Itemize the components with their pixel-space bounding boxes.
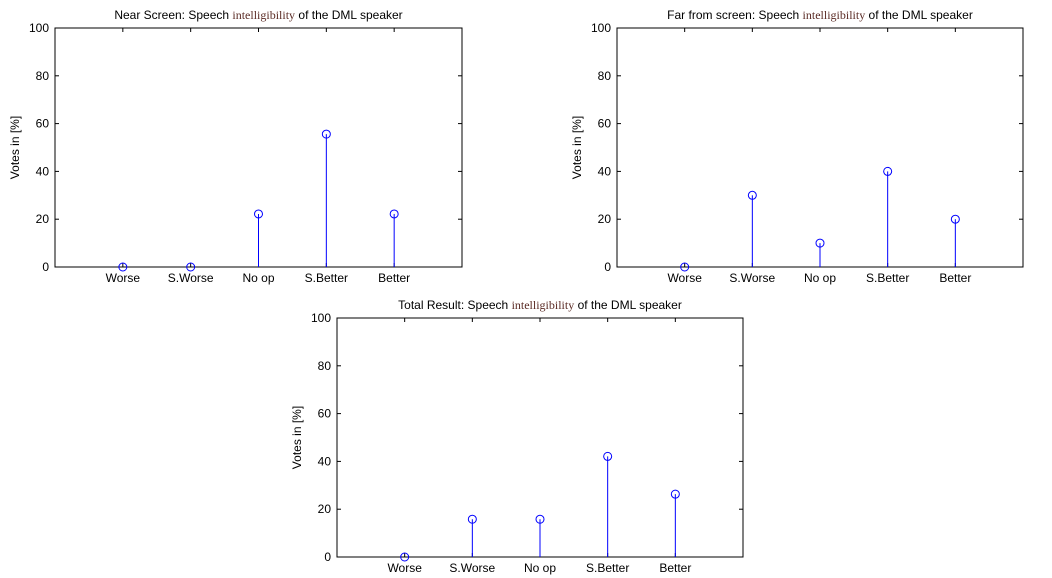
- chart-title: Total Result: Speech intelligibility of …: [398, 298, 682, 312]
- x-tick-label: No op: [524, 561, 556, 575]
- x-tick-label: Better: [659, 561, 691, 575]
- x-tick-label: Worse: [106, 271, 141, 285]
- y-tick-label: 40: [598, 164, 612, 178]
- y-tick-label: 0: [42, 260, 49, 274]
- chart-title-suffix: of the DML speaker: [574, 298, 682, 312]
- x-tick-label: No op: [242, 271, 274, 285]
- plot-area: [617, 28, 1023, 267]
- y-tick-label: 60: [36, 117, 50, 131]
- y-tick-label: 40: [36, 164, 50, 178]
- y-axis-label: Votes in [%]: [290, 406, 304, 469]
- x-tick-label: Worse: [387, 561, 422, 575]
- y-tick-label: 80: [36, 69, 50, 83]
- chart-title-prefix: Total Result: Speech: [398, 298, 511, 312]
- chart-title-prefix: Near Screen: Speech: [114, 8, 232, 22]
- y-tick-label: 20: [598, 212, 612, 226]
- y-tick-label: 20: [318, 502, 332, 516]
- y-tick-label: 0: [324, 550, 331, 564]
- x-tick-label: S.Better: [305, 271, 348, 285]
- y-axis-label: Votes in [%]: [8, 116, 22, 179]
- y-tick-label: 80: [318, 359, 332, 373]
- chart-title-prefix: Far from screen: Speech: [667, 8, 802, 22]
- y-tick-label: 100: [591, 21, 611, 35]
- x-tick-label: S.Worse: [729, 271, 775, 285]
- x-tick-label: Worse: [667, 271, 702, 285]
- chart-title-emphasis: intelligibility: [803, 8, 866, 22]
- y-tick-label: 100: [311, 311, 331, 325]
- y-tick-label: 20: [36, 212, 50, 226]
- x-tick-label: S.Worse: [449, 561, 495, 575]
- y-tick-label: 80: [598, 69, 612, 83]
- x-tick-label: S.Better: [866, 271, 909, 285]
- chart-title-suffix: of the DML speaker: [865, 8, 973, 22]
- y-tick-label: 0: [604, 260, 611, 274]
- chart-title-emphasis: intelligibility: [232, 8, 295, 22]
- x-tick-label: S.Better: [586, 561, 629, 575]
- chart-panel-2: Far from screen: Speech intelligibility …: [570, 8, 1023, 285]
- x-tick-label: S.Worse: [168, 271, 214, 285]
- y-tick-label: 40: [318, 454, 332, 468]
- y-tick-label: 60: [318, 407, 332, 421]
- x-tick-label: No op: [804, 271, 836, 285]
- chart-panel-1: Near Screen: Speech intelligibility of t…: [8, 8, 462, 285]
- chart-title-suffix: of the DML speaker: [295, 8, 403, 22]
- chart-title: Near Screen: Speech intelligibility of t…: [114, 8, 402, 22]
- y-tick-label: 60: [598, 117, 612, 131]
- x-tick-label: Better: [939, 271, 971, 285]
- y-tick-label: 100: [29, 21, 49, 35]
- chart-title-emphasis: intelligibility: [512, 298, 575, 312]
- chart-title: Far from screen: Speech intelligibility …: [667, 8, 973, 22]
- chart-panel-3: Total Result: Speech intelligibility of …: [290, 298, 743, 575]
- x-tick-label: Better: [378, 271, 410, 285]
- y-axis-label: Votes in [%]: [570, 116, 584, 179]
